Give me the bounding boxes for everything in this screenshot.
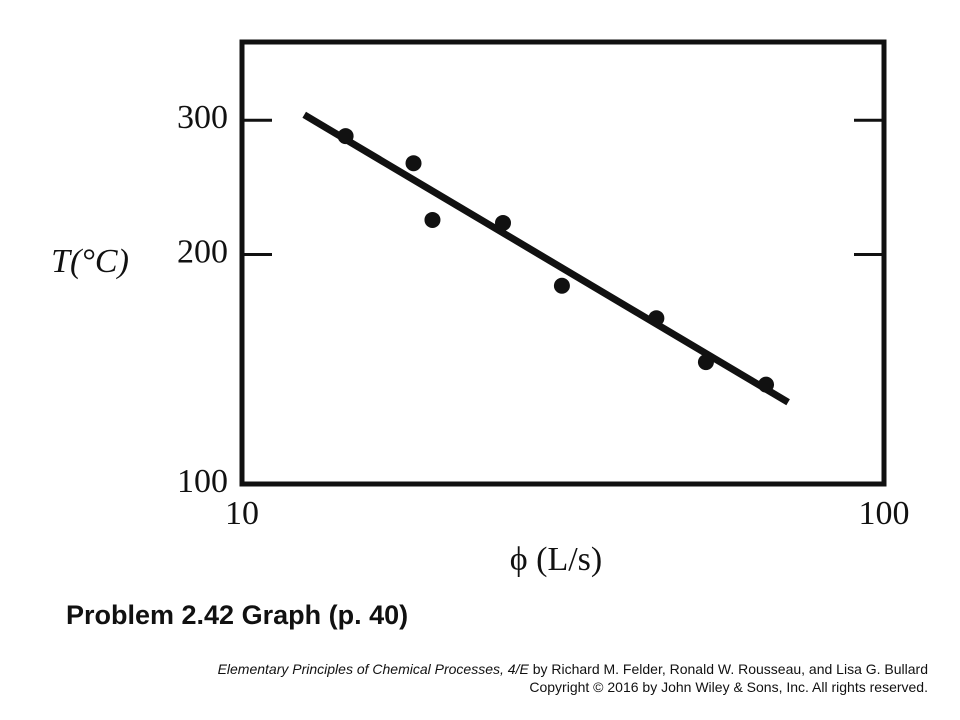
x-tick-label: 10 — [225, 495, 259, 532]
copyright: Copyright © 2016 by John Wiley & Sons, I… — [529, 679, 928, 695]
authors: by Richard M. Felder, Ronald W. Rousseau… — [532, 661, 928, 677]
data-point — [697, 354, 714, 371]
plot-frame — [239, 39, 887, 487]
book-title: Elementary Principles of Chemical Proces… — [217, 661, 529, 677]
footer-line: Elementary Principles of Chemical Proces… — [218, 660, 928, 678]
data-point — [648, 310, 665, 327]
y-tick-label: 100 — [177, 463, 228, 500]
x-tick-label: 100 — [859, 495, 910, 532]
y-tick-label: 300 — [177, 99, 228, 136]
data-point — [405, 155, 422, 172]
caption: Problem 2.42 Graph (p. 40) — [66, 600, 409, 630]
data-point — [758, 376, 775, 393]
data-point — [494, 214, 511, 231]
y-tick-label: 200 — [177, 233, 228, 270]
x-axis-label: ϕ (L/s) — [510, 541, 603, 578]
data-point — [337, 128, 354, 145]
data-point — [424, 211, 441, 228]
footer: Elementary Principles of Chemical Proces… — [218, 660, 928, 696]
fit-line — [302, 111, 790, 406]
data-point — [553, 277, 570, 294]
y-axis-label: T(°C) — [51, 243, 129, 280]
